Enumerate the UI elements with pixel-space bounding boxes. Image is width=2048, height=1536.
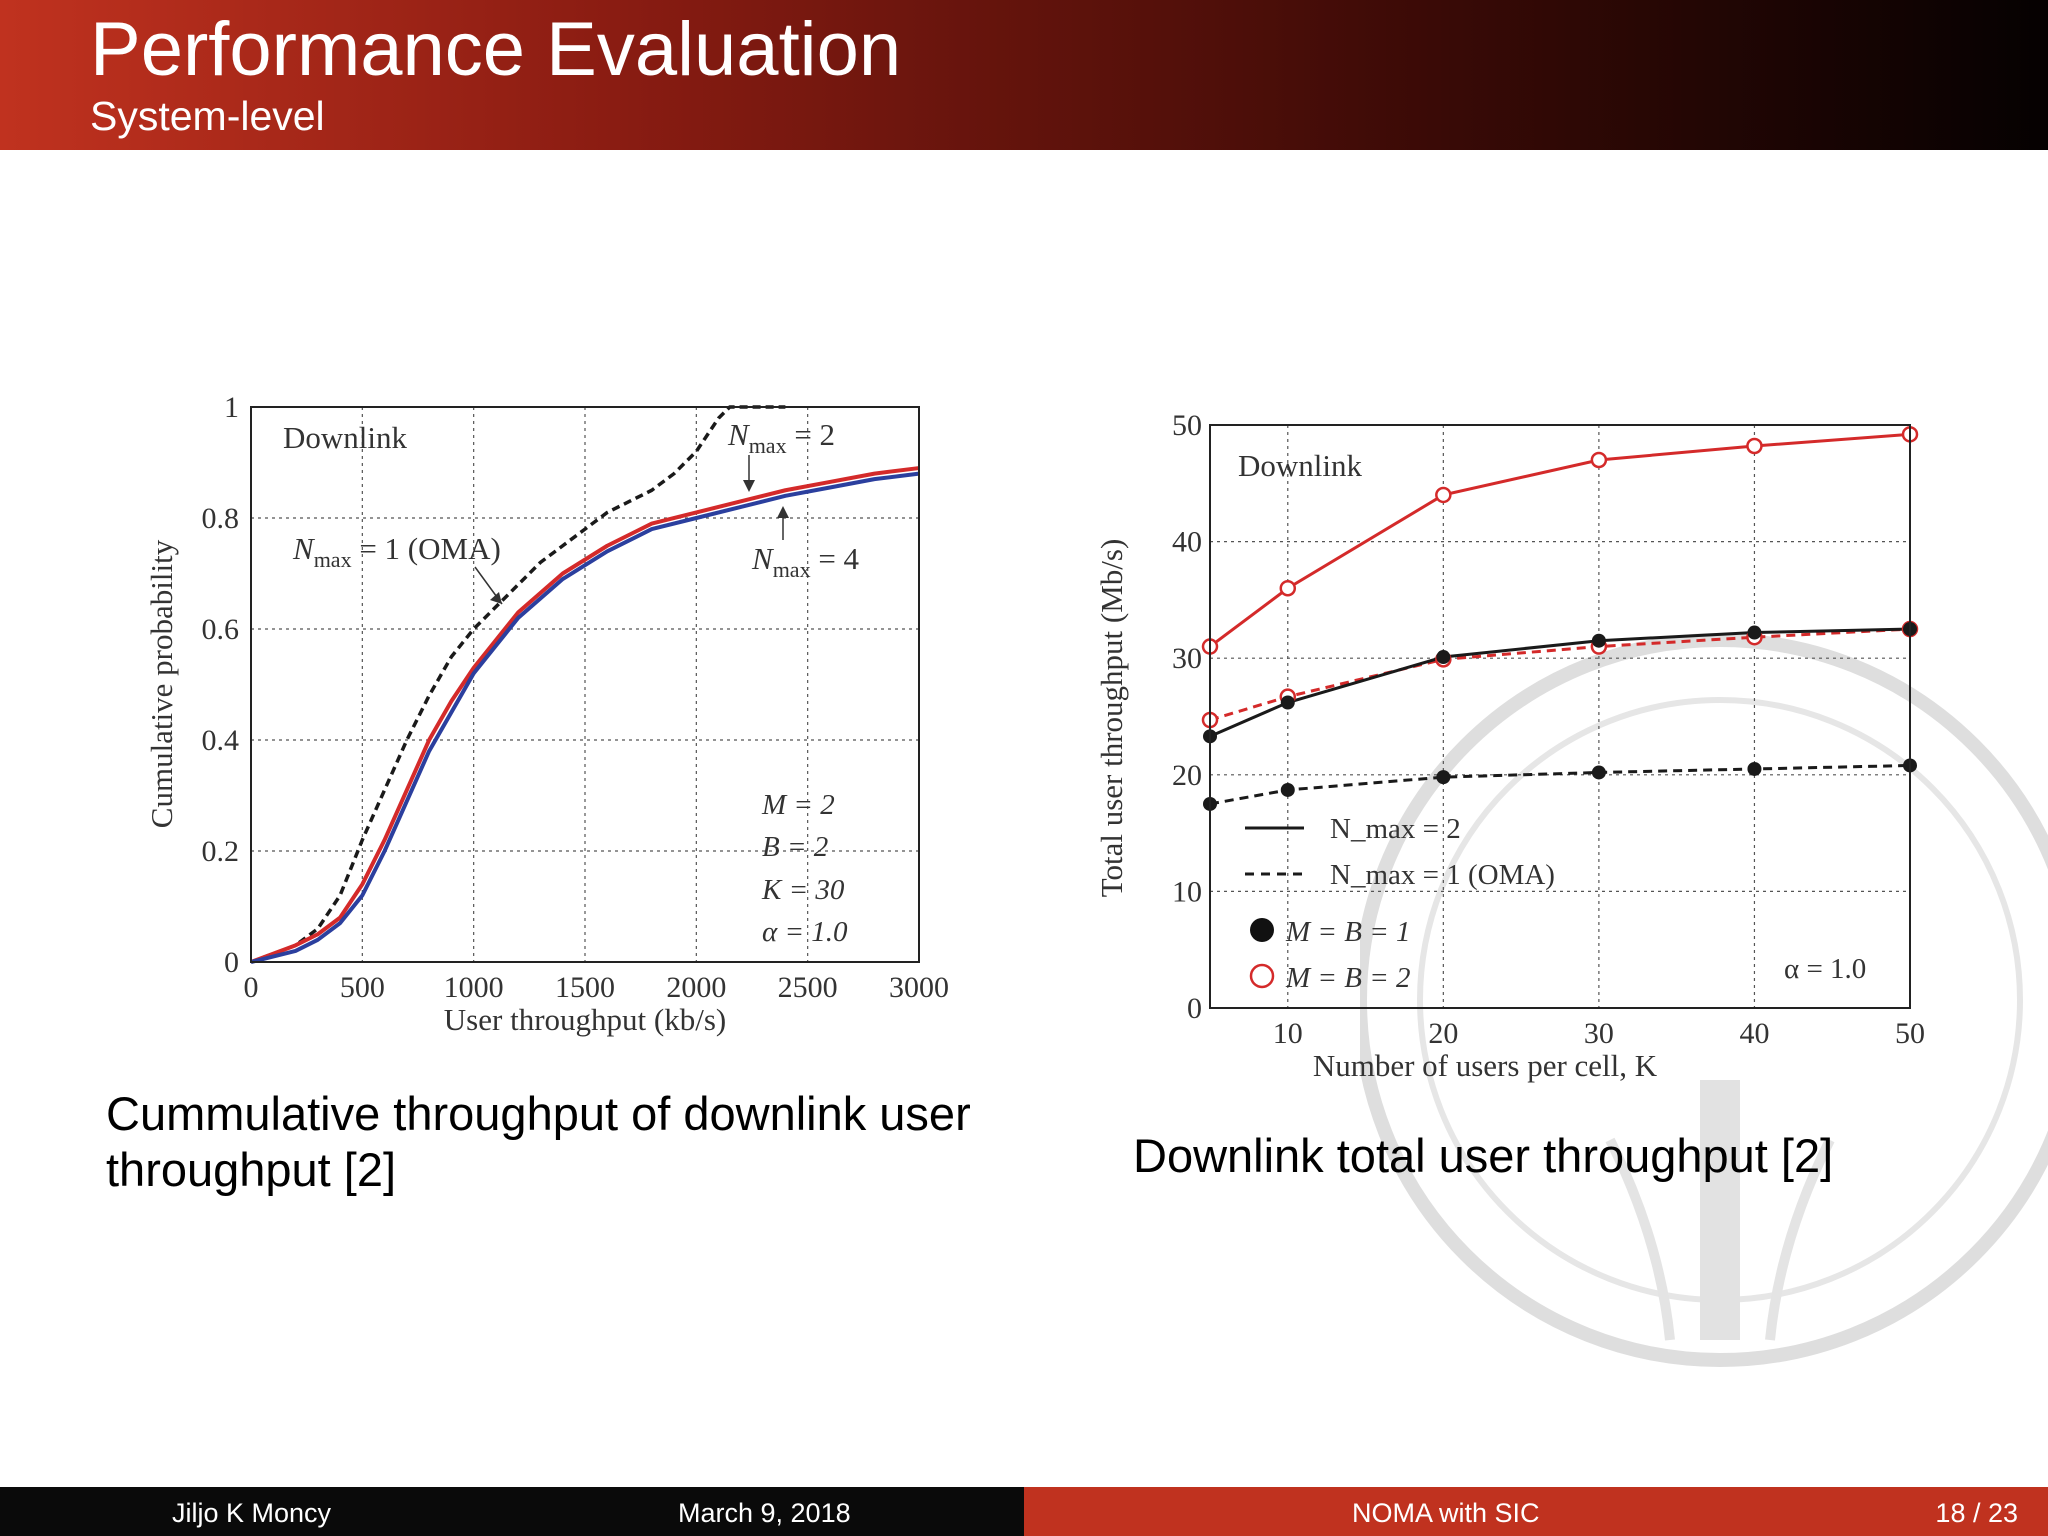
label-nmax-1-oma: Nmax = 1 (OMA)	[292, 531, 501, 572]
param-b: B = 2	[762, 831, 828, 863]
x-tick-label: 500	[340, 971, 385, 1004]
y-tick-label: 0.8	[202, 502, 240, 535]
arrowhead-nmax-1	[490, 592, 502, 604]
y-tick-labels: 0 0.2 0.4 0.6 0.8 1	[202, 391, 240, 979]
x-tick-label: 1000	[444, 971, 504, 1004]
legend-mb-2: M = B = 2	[1285, 962, 1411, 994]
chart-grid	[251, 407, 919, 962]
y-tick-label: 0.4	[202, 724, 240, 757]
footer-author: Jiljo K Moncy	[172, 1498, 332, 1528]
slide-subtitle: System-level	[90, 93, 325, 139]
series-line-1	[250, 466, 920, 964]
param-k: K = 30	[761, 874, 845, 906]
x-tick-label: 50	[1895, 1017, 1925, 1050]
footer-talk-title: NOMA with SIC	[1352, 1498, 1540, 1528]
alpha-label: α = 1.0	[1784, 953, 1866, 985]
legend-mb-1: M = B = 1	[1285, 916, 1411, 948]
y-axis-label: Total user throughput (Mb/s)	[1094, 539, 1129, 898]
y-tick-label: 20	[1172, 759, 1202, 792]
footer-page-number: 18 / 23	[1935, 1498, 2018, 1528]
y-tick-label: 0.2	[202, 835, 240, 868]
panel-label-downlink: Downlink	[283, 420, 408, 455]
x-axis-label: User throughput (kb/s)	[444, 1002, 726, 1037]
slide-header: Performance Evaluation System-level	[0, 0, 2048, 150]
arrowhead-nmax-4	[777, 506, 789, 518]
y-tick-label: 0	[1187, 992, 1202, 1025]
data-point	[1747, 625, 1762, 640]
arrowhead-nmax-2	[743, 480, 755, 492]
label-nmax-2: Nmax = 2	[727, 417, 835, 458]
data-point	[1436, 650, 1451, 665]
legend-open-marker	[1249, 963, 1275, 989]
x-tick-labels: 10 20 30 40 50	[1273, 1017, 1925, 1050]
data-point	[1591, 633, 1606, 648]
x-tick-label: 30	[1584, 1017, 1614, 1050]
data-point	[1280, 695, 1295, 710]
series-line-3	[1209, 763, 1911, 806]
param-alpha: α = 1.0	[762, 916, 848, 948]
y-tick-labels: 0 10 20 30 40 50	[1172, 409, 1202, 1025]
x-axis-label: Number of users per cell, K	[1313, 1048, 1658, 1083]
data-point	[1746, 437, 1763, 455]
data-point	[1747, 761, 1762, 776]
legend-nmax-2: N_max = 2	[1330, 813, 1461, 845]
legend-filled-marker	[1250, 918, 1274, 942]
data-point	[1435, 486, 1452, 504]
chart-series-group	[1201, 426, 1919, 811]
footer-right-section: NOMA with SIC 18 / 23	[1024, 1487, 2048, 1536]
footer-left-section: Jiljo K Moncy March 9, 2018	[0, 1487, 1024, 1536]
y-tick-label: 40	[1172, 526, 1202, 559]
series-line-0	[250, 405, 786, 964]
caption-right: Downlink total user throughput [2]	[1133, 1129, 1834, 1182]
data-point	[1280, 782, 1295, 797]
total-throughput-chart: 10 20 30 40 50 0 10 20 30 40 50 Number of users p…	[1094, 409, 1925, 1083]
x-tick-label: 10	[1273, 1017, 1303, 1050]
x-tick-label: 1500	[555, 971, 615, 1004]
series-line-1	[1209, 627, 1911, 722]
x-tick-label: 40	[1739, 1017, 1769, 1050]
x-tick-label: 2500	[778, 971, 838, 1004]
y-tick-label: 30	[1172, 642, 1202, 675]
footer-date: March 9, 2018	[678, 1498, 851, 1528]
data-point	[1590, 451, 1608, 469]
x-tick-label: 3000	[889, 971, 949, 1004]
cdf-throughput-chart: 0 500 1000 1500 2000 2500 3000 00.20.40.60.81 …	[144, 391, 950, 1037]
chart-legend: N_max = 2 N_max = 1 (OMA) M = B = 1 M = …	[1245, 813, 1555, 994]
plot-frame	[250, 406, 920, 963]
slide-title: Performance Evaluation	[90, 7, 902, 92]
x-tick-label: 20	[1428, 1017, 1458, 1050]
x-tick-labels: 0 500 1000 1500 2000 2500 3000	[244, 971, 950, 1004]
param-m: M = 2	[761, 789, 835, 821]
legend-nmax-1-oma: N_max = 1 (OMA)	[1330, 859, 1555, 891]
series-line-0	[1209, 432, 1911, 648]
label-nmax-4: Nmax = 4	[751, 541, 860, 582]
plot-frame	[1209, 424, 1911, 1009]
x-tick-label: 2000	[666, 971, 726, 1004]
series-line-2	[250, 471, 920, 964]
x-tick-label: 0	[244, 971, 259, 1004]
caption-left: Cummulative throughput of downlink user …	[106, 1087, 971, 1197]
y-tick-label: 0.6	[202, 613, 240, 646]
y-tick-label: 50	[1172, 409, 1202, 442]
panel-label-downlink: Downlink	[1238, 448, 1363, 483]
data-point	[1279, 579, 1297, 597]
data-point	[1436, 770, 1451, 785]
y-tick-label: 0	[224, 946, 239, 979]
slide-footer: Jiljo K Moncy March 9, 2018 NOMA with SI…	[0, 1487, 2048, 1536]
y-tick-label: 1	[224, 391, 239, 424]
y-tick-label: 10	[1172, 875, 1202, 908]
series-line-2	[1209, 627, 1911, 738]
chart-series-group	[250, 405, 920, 964]
y-axis-label: Cumulative probability	[144, 539, 179, 828]
data-point	[1591, 765, 1606, 780]
